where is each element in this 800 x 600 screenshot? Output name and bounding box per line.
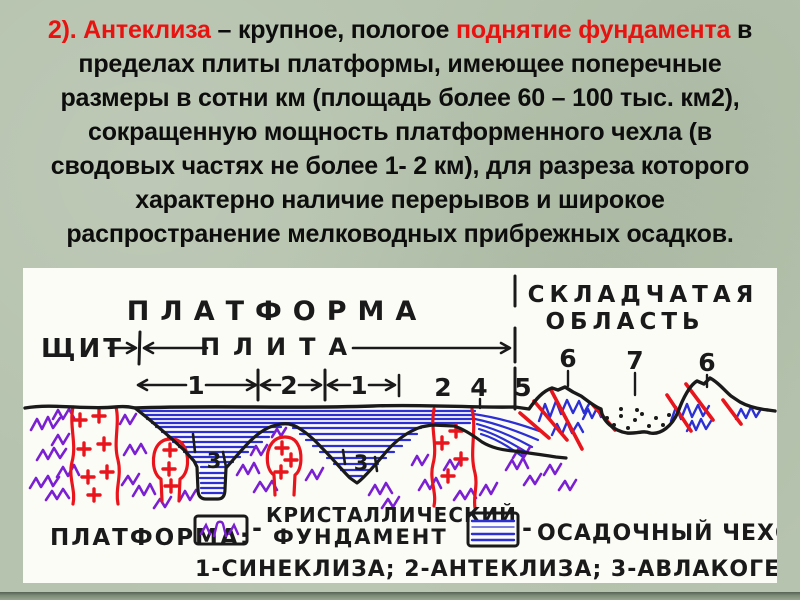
intro-line: сводовых частях не более 1- 2 км), для р… (50, 152, 750, 180)
diagram-labels: ПЛАТФОРМА СКЛАДЧАТАЯ ОБЛАСТЬ ЩИТ ПЛИТА 1… (41, 282, 759, 475)
label-platform: ПЛАТФОРМА (127, 296, 428, 327)
aulacogen-tick-marks (191, 432, 379, 473)
intro-line: пределах плиты платформы, имеющее попере… (78, 50, 722, 78)
label-aulacogen-1: 3 (207, 449, 222, 473)
intermontane-basin-dots (605, 407, 671, 430)
intro-line: характерно наличие перерывов и широкое (135, 186, 665, 214)
legend-basement-line1: КРИСТАЛЛИЧЕСКИЙ (266, 503, 517, 527)
label-fold-6b: 6 (698, 348, 715, 377)
intro-line: 2). Антеклиза – крупное, пологое подняти… (0, 13, 800, 47)
label-segment-2a: 2 (280, 371, 297, 400)
basement-surface-outline (133, 406, 568, 501)
slide-bottom-edge (0, 592, 800, 600)
legend-bottom-line: 1-СИНЕКЛИЗА; 2-АНТЕКЛИЗА; 3-АВЛАКОГЕН; (195, 557, 777, 582)
legend-cover-label: ОСАДОЧНЫЙ ЧЕХОЛ (537, 520, 777, 546)
fold-belt-faults (518, 382, 743, 451)
legend-platform-label: ПЛАТФОРМА: (50, 525, 251, 551)
label-fold-6a: 6 (559, 344, 576, 373)
intro-line: размеры в сотни км (площадь более 60 – 1… (60, 84, 740, 112)
legend-basement-swatch-marks (199, 520, 240, 538)
highlight-podnyatie: поднятие фундамента (455, 16, 731, 44)
legend-cover-swatch (466, 511, 520, 548)
legend-dash-2: - (522, 514, 532, 542)
term-antekliza: 2). Антеклиза (47, 16, 211, 44)
label-folded-area-line1: СКЛАДЧАТАЯ (528, 282, 759, 308)
geological-cross-section: ПЛАТФОРМА СКЛАДЧАТАЯ ОБЛАСТЬ ЩИТ ПЛИТА 1… (23, 274, 800, 582)
legend: ПЛАТФОРМА: - КРИСТАЛЛИЧЕСКИЙ ФУНДАМЕНТ -… (50, 503, 800, 582)
plus-symbols (72, 408, 115, 503)
label-segment-2b: 2 (434, 373, 451, 402)
label-folded-area-line2: ОБЛАСТЬ (545, 309, 704, 335)
label-plate: ПЛИТА (200, 333, 360, 361)
label-segment-4: 4 (470, 373, 487, 402)
label-segment-5: 5 (514, 373, 531, 402)
intro-text-segment: в (730, 16, 753, 44)
sedimentary-cover-lines (136, 409, 544, 495)
ground-surface-outline (23, 376, 777, 435)
intro-text-segment: – крупное, пологое (210, 16, 456, 44)
legend-dash-1: - (252, 514, 262, 542)
measure-annotations (107, 274, 709, 411)
intro-line: распространение мелководных прибрежных о… (66, 220, 734, 248)
intro-line: сокращенную мощность платформенного чехл… (88, 118, 712, 146)
diagram-panel: ПЛАТФОРМА СКЛАДЧАТАЯ ОБЛАСТЬ ЩИТ ПЛИТА 1… (23, 268, 800, 583)
crystalline-basement-hatching (28, 407, 578, 510)
label-segment-1b: 1 (350, 371, 367, 400)
legend-basement-line2: ФУНДАМЕНТ (273, 525, 448, 549)
definition-text: 2). Антеклиза – крупное, пологое подняти… (0, 0, 800, 251)
label-aulacogen-2: 3 (354, 451, 369, 475)
label-shield: ЩИТ (41, 334, 124, 364)
legend-cover-swatch-lines (470, 519, 516, 542)
label-segment-1a: 1 (187, 371, 204, 400)
label-fold-7: 7 (626, 346, 643, 375)
legend-basement-swatch (193, 514, 249, 546)
